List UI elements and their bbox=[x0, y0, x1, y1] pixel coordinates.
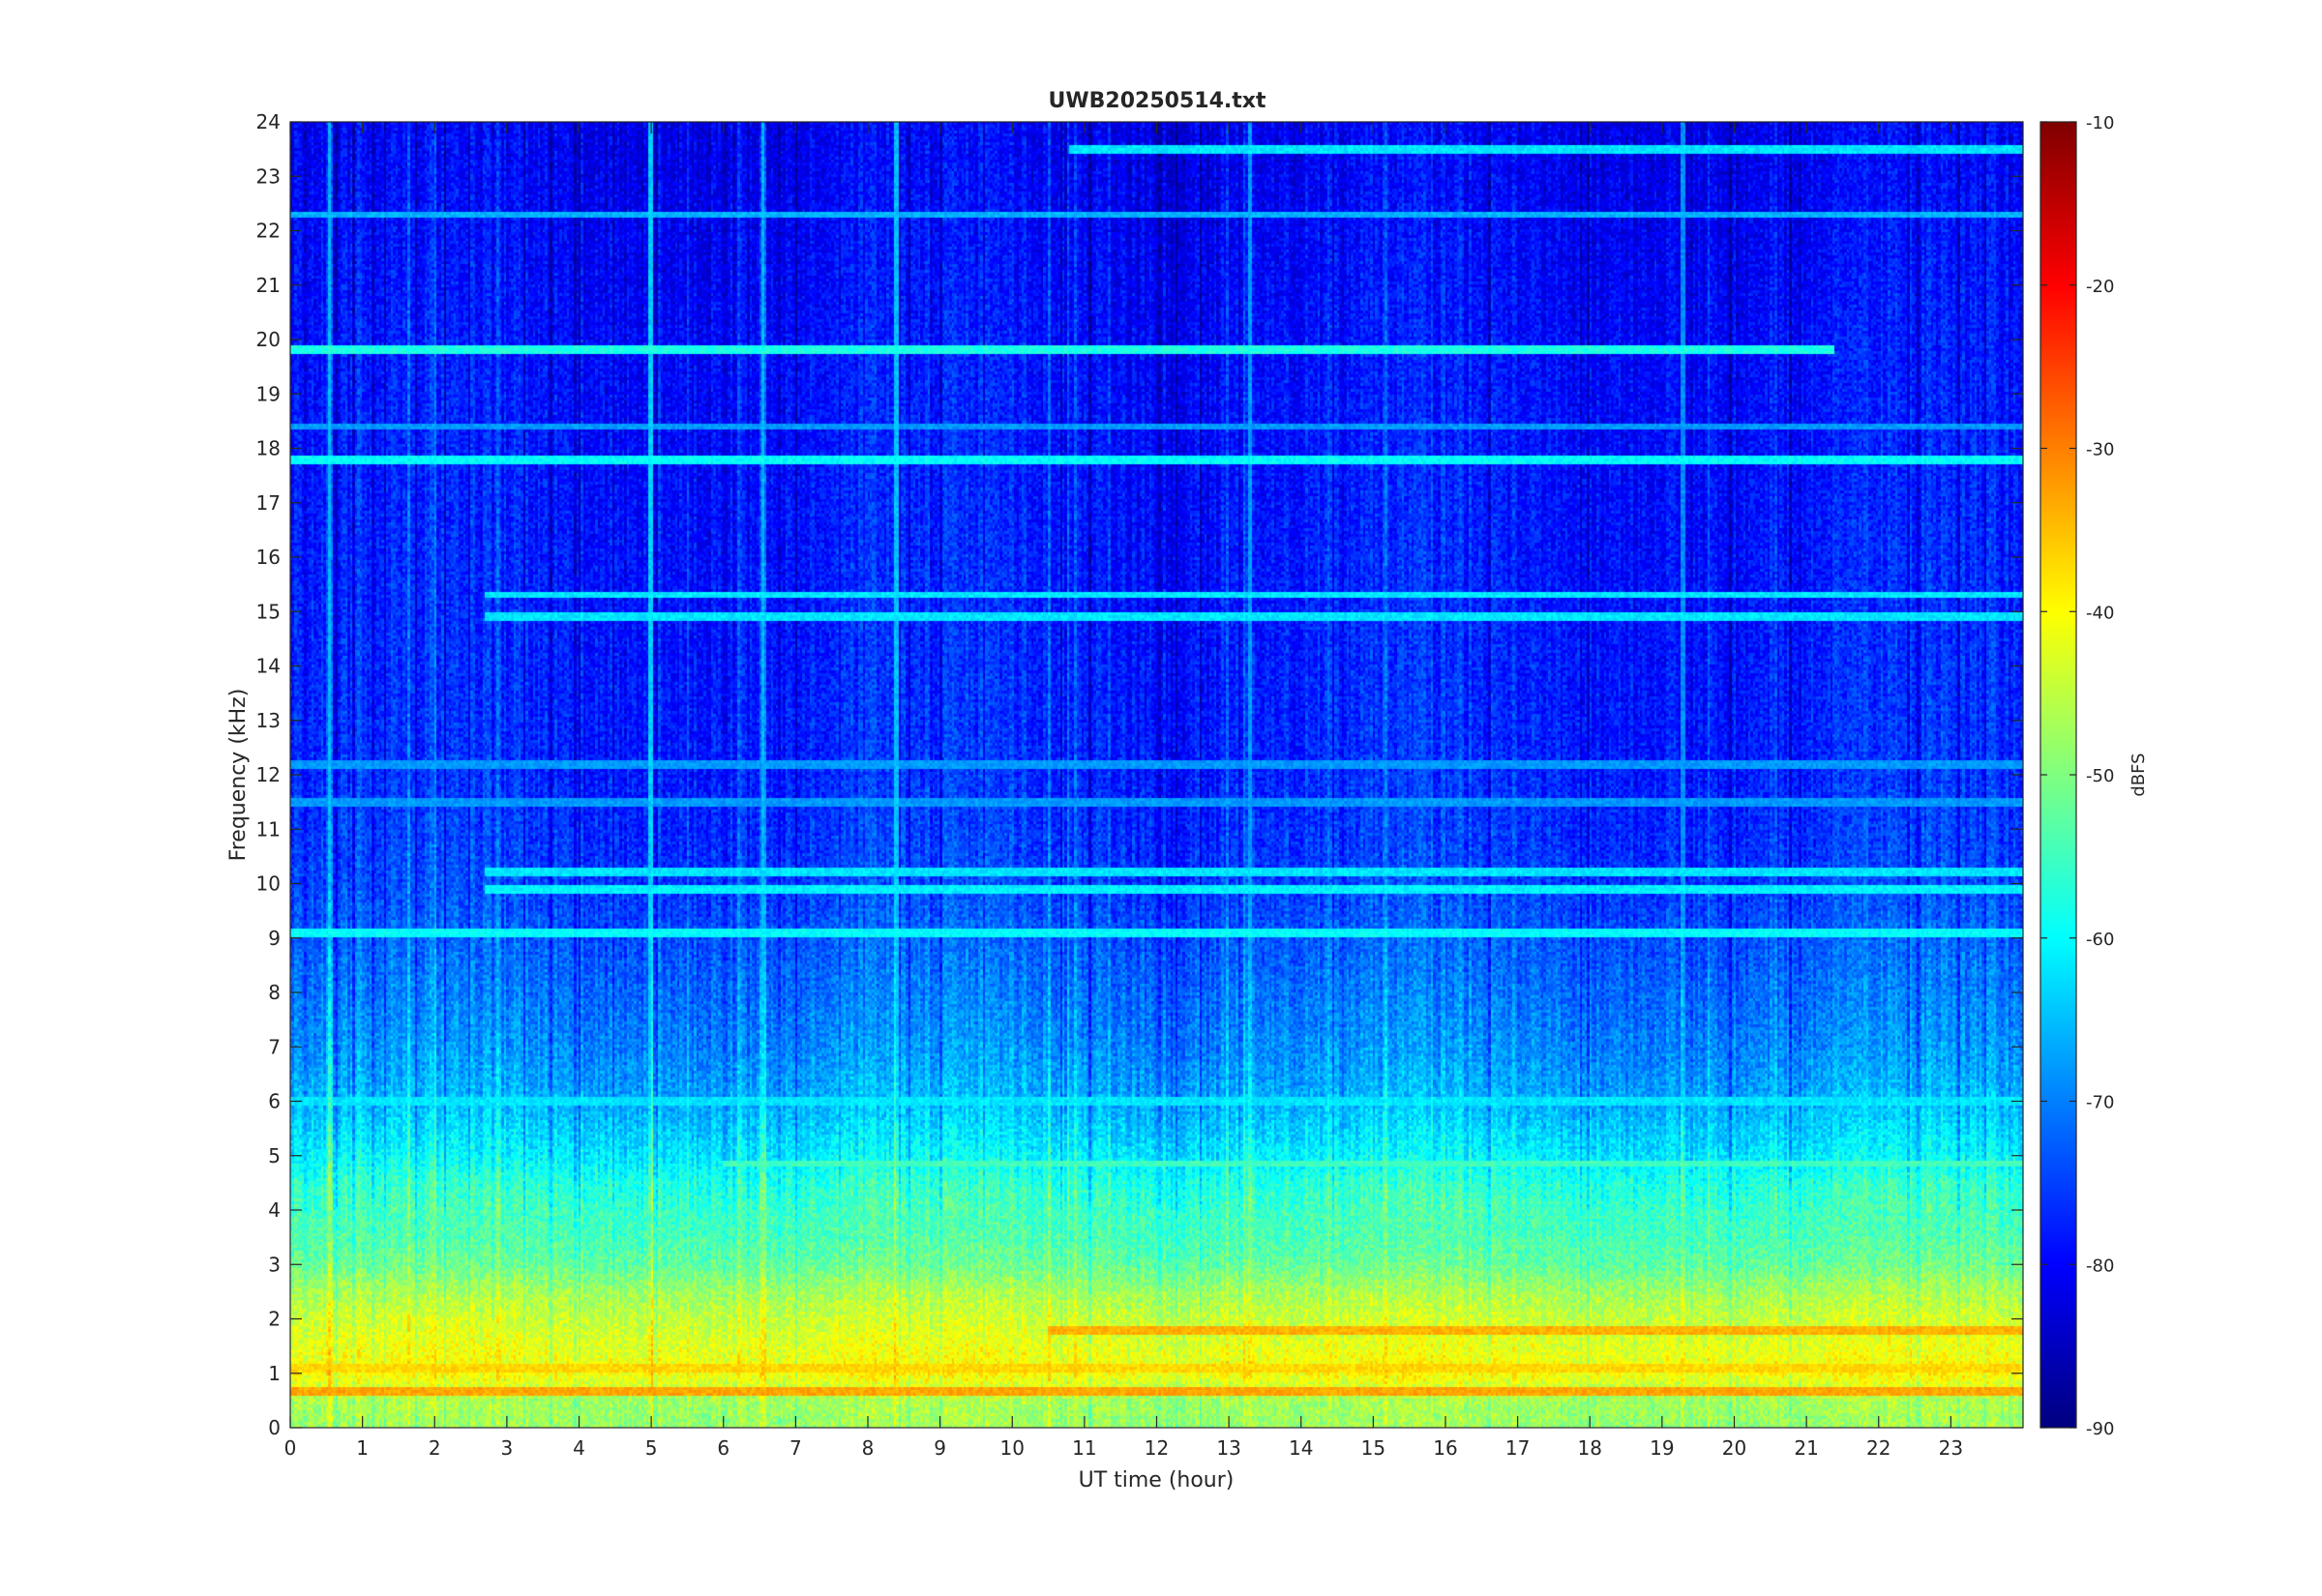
colorbar-tick-label: -80 bbox=[2086, 1256, 2114, 1276]
y-tick-label: 12 bbox=[256, 763, 281, 786]
y-tick-label: 10 bbox=[256, 872, 281, 896]
y-tick-label: 20 bbox=[256, 328, 281, 351]
x-tick-label: 21 bbox=[1794, 1436, 1818, 1460]
x-tick-label: 20 bbox=[1722, 1436, 1746, 1460]
y-tick-label: 2 bbox=[268, 1308, 281, 1331]
colorbar-tick-label: -70 bbox=[2086, 1093, 2114, 1113]
y-tick-label: 7 bbox=[268, 1035, 281, 1058]
colorbar-ticks: -90 -80 -70 -60 -50 -40 -30 -20 -10 bbox=[2040, 113, 2114, 1439]
x-tick-label: 18 bbox=[1578, 1436, 1602, 1460]
x-tick-label: 22 bbox=[1866, 1436, 1890, 1460]
x-tick-label: 13 bbox=[1216, 1436, 1240, 1460]
heatmap-container bbox=[290, 122, 2023, 1428]
x-tick-label: 3 bbox=[501, 1436, 514, 1460]
x-tick-label: 5 bbox=[645, 1436, 658, 1460]
colorbar: -90 -80 -70 -60 -50 -40 -30 -20 -10 dBFS bbox=[2039, 113, 2149, 1439]
colorbar-label: dBFS bbox=[2128, 753, 2149, 796]
y-tick-label: 9 bbox=[268, 927, 281, 950]
y-tick-label: 8 bbox=[268, 981, 281, 1004]
y-tick-label: 21 bbox=[256, 274, 281, 297]
x-axis: 0 1 2 3 4 5 6 7 8 9 10 11 12 13 14 15 16 17 18 19 20 21 22 23 bbox=[284, 122, 1963, 1460]
y-tick-label: 24 bbox=[256, 110, 281, 133]
y-tick-label: 6 bbox=[268, 1090, 281, 1113]
y-axis-label: Frequency (kHz) bbox=[226, 689, 251, 862]
x-tick-label: 1 bbox=[356, 1436, 369, 1460]
colorbar-tick-label: -20 bbox=[2086, 277, 2114, 297]
x-tick-label: 7 bbox=[789, 1436, 802, 1460]
spectrogram-heatmap bbox=[290, 122, 2023, 1428]
colorbar-tick-label: -90 bbox=[2086, 1419, 2114, 1439]
y-tick-label: 11 bbox=[256, 817, 281, 841]
x-tick-label: 2 bbox=[429, 1436, 441, 1460]
chart-title: UWB20250514.txt bbox=[1049, 89, 1266, 113]
x-tick-label: 19 bbox=[1650, 1436, 1674, 1460]
y-tick-label: 3 bbox=[268, 1253, 281, 1276]
colorbar-tick-label: -30 bbox=[2086, 440, 2114, 460]
plot-area bbox=[289, 121, 2024, 1429]
x-tick-label: 15 bbox=[1361, 1436, 1385, 1460]
x-axis-label: UT time (hour) bbox=[1079, 1468, 1235, 1493]
x-tick-label: 12 bbox=[1145, 1436, 1169, 1460]
y-tick-label: 13 bbox=[256, 709, 281, 732]
y-tick-label: 19 bbox=[256, 382, 281, 405]
y-tick-label: 14 bbox=[256, 655, 281, 678]
x-tick-label: 16 bbox=[1433, 1436, 1457, 1460]
y-tick-label: 23 bbox=[256, 164, 281, 188]
x-tick-label: 9 bbox=[934, 1436, 946, 1460]
colorbar-tick-label: -10 bbox=[2086, 113, 2114, 133]
y-tick-label: 18 bbox=[256, 437, 281, 460]
y-tick-label: 0 bbox=[268, 1416, 281, 1439]
x-tick-label: 14 bbox=[1289, 1436, 1313, 1460]
x-tick-label: 11 bbox=[1072, 1436, 1096, 1460]
y-tick-label: 5 bbox=[268, 1144, 281, 1167]
x-tick-label: 6 bbox=[717, 1436, 729, 1460]
colorbar-tick-label: -40 bbox=[2086, 603, 2114, 623]
x-tick-label: 4 bbox=[573, 1436, 585, 1460]
y-tick-label: 1 bbox=[268, 1362, 281, 1385]
x-tick-label: 0 bbox=[284, 1436, 297, 1460]
y-tick-label: 4 bbox=[268, 1198, 281, 1222]
colorbar-tick-label: -50 bbox=[2086, 766, 2114, 786]
x-tick-label: 8 bbox=[862, 1436, 875, 1460]
y-tick-label: 15 bbox=[256, 600, 281, 623]
x-tick-label: 23 bbox=[1939, 1436, 1963, 1460]
y-tick-label: 22 bbox=[256, 220, 281, 243]
colorbar-tick-label: -60 bbox=[2086, 930, 2114, 950]
y-tick-label: 17 bbox=[256, 491, 281, 515]
x-tick-label: 17 bbox=[1505, 1436, 1530, 1460]
y-tick-label: 16 bbox=[256, 546, 281, 569]
x-tick-label: 10 bbox=[1000, 1436, 1025, 1460]
